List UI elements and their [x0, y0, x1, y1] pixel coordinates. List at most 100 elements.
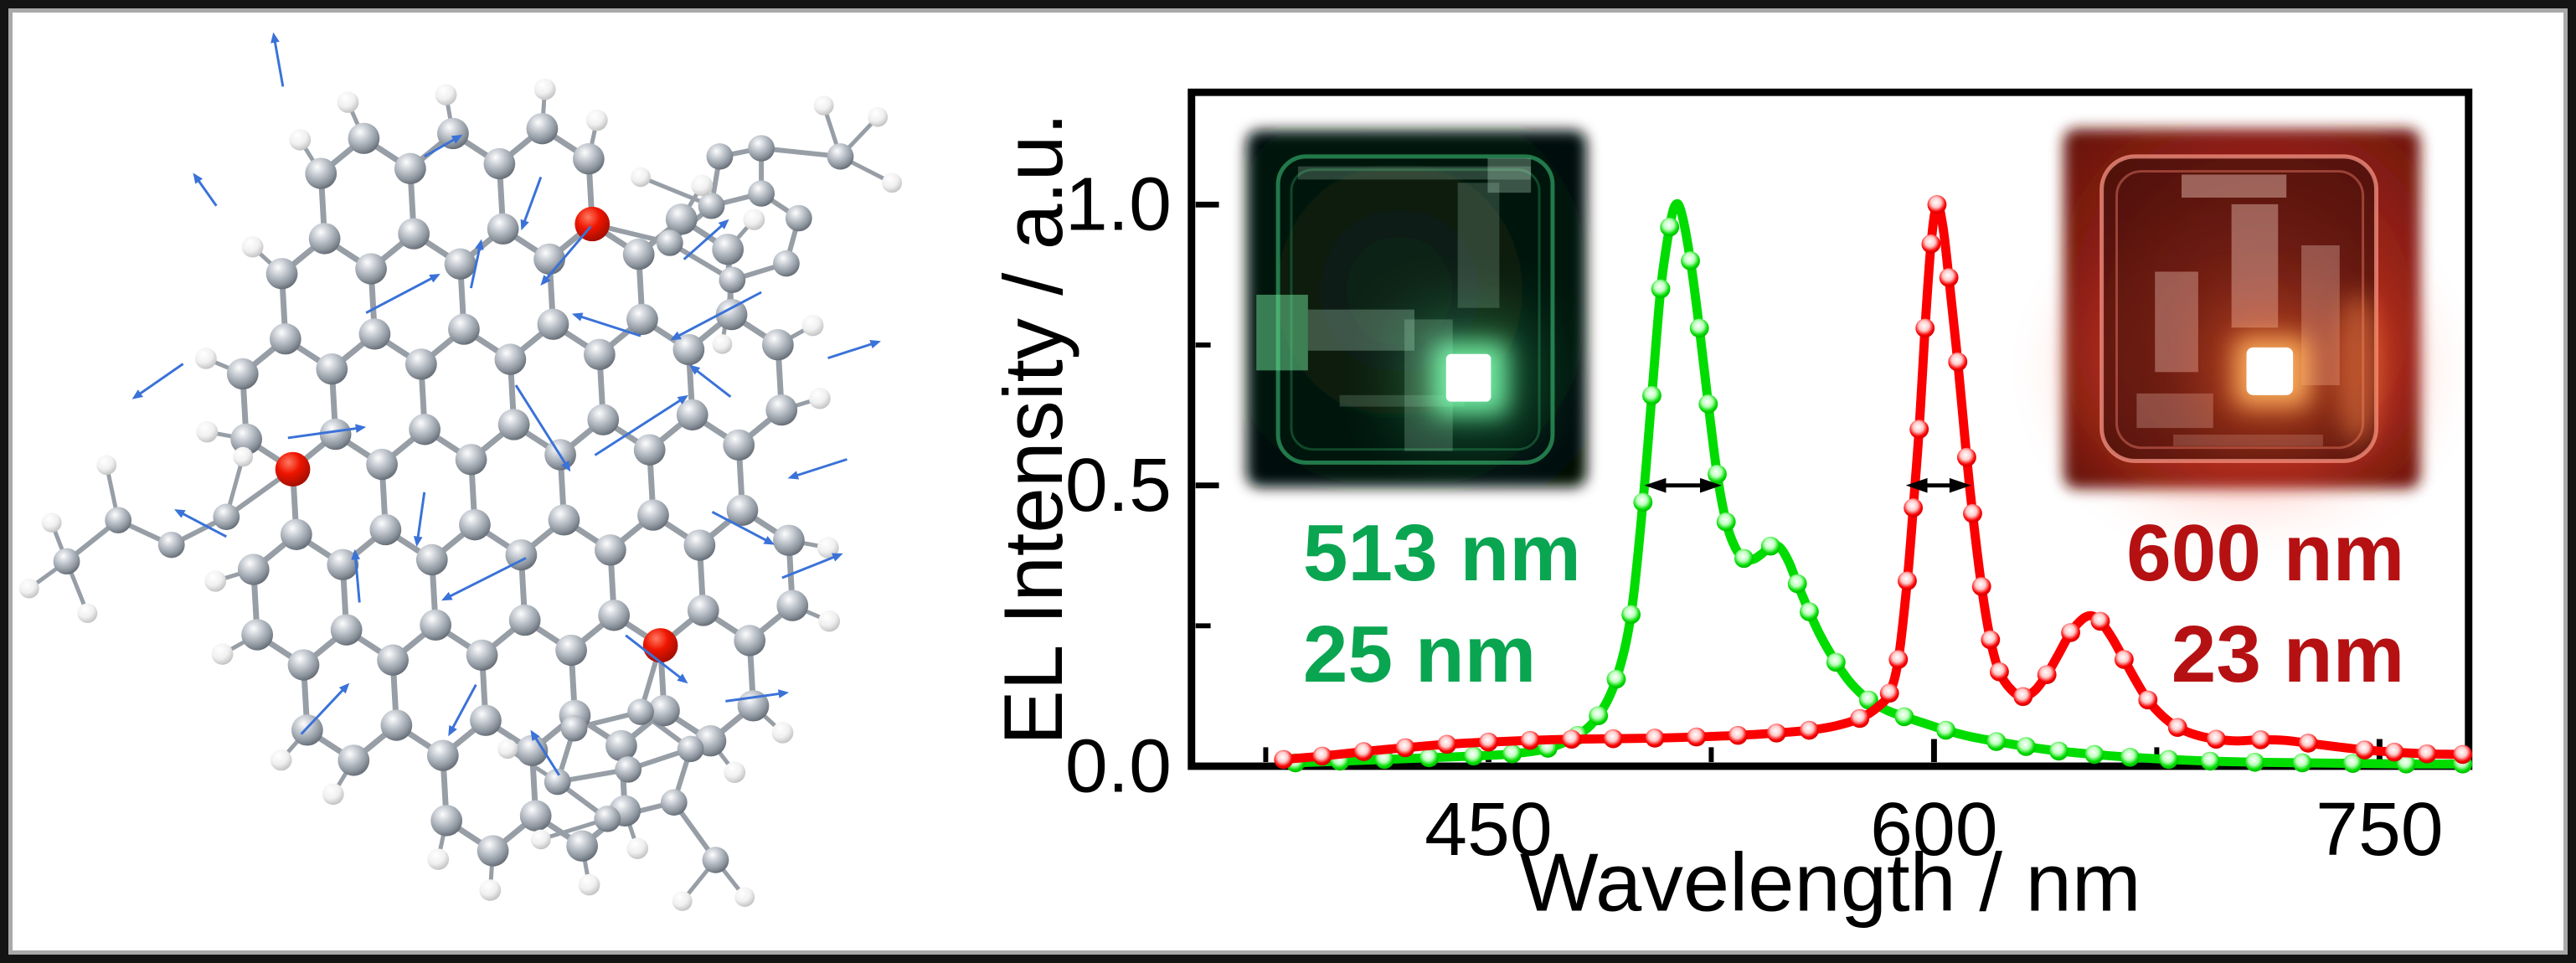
carbon-atom: [605, 729, 637, 762]
carbon-atom: [773, 250, 800, 277]
carbon-atom: [398, 218, 430, 250]
vector-arrow: [180, 511, 227, 538]
carbon-atom: [459, 509, 491, 541]
carbon-atom: [566, 830, 598, 862]
green-data-point-marker: [2200, 751, 2220, 771]
vector-arrow: [711, 511, 769, 543]
green-data-point-marker: [1502, 744, 1522, 764]
hydrogen-atom: [743, 209, 765, 230]
vector-arrow: [523, 176, 543, 224]
carbon-atom: [483, 147, 516, 180]
carbon-atom: [712, 234, 744, 265]
carbon-atom: [765, 394, 798, 426]
red-data-point-marker: [1520, 730, 1540, 750]
vector-arrowhead: [832, 553, 843, 562]
green-fwhm-label: 25 nm: [1303, 610, 1536, 698]
green-data-point-marker: [1760, 536, 1780, 556]
red-data-point-marker: [1395, 738, 1415, 758]
el-spectrum-chart: 450 600 750 0.0 0.5 1.0 EL Intensity / a.u. W…: [987, 88, 2473, 928]
red-data-point-marker: [1888, 650, 1909, 669]
green-data-point-marker: [1800, 602, 1819, 621]
x-tick-label: 750: [2316, 787, 2443, 871]
vector-arrow: [625, 634, 683, 680]
green-data-point-marker: [2245, 752, 2264, 772]
hydrogen-atom: [435, 84, 457, 106]
carbon-atom: [316, 353, 348, 385]
carbon-atom: [748, 180, 775, 207]
red-data-point-marker: [2206, 729, 2226, 749]
red-data-point-marker: [1990, 662, 2009, 682]
carbon-atom: [497, 409, 530, 440]
hydrogen-atom: [41, 512, 62, 533]
red-data-point-marker: [1927, 195, 1947, 214]
vector-arrowhead: [429, 273, 440, 283]
dipole-vectors: [131, 32, 881, 776]
hydrogen-atom: [631, 167, 651, 188]
carbon-atom: [477, 835, 509, 867]
carbon-atom: [584, 338, 616, 370]
carbon-atom: [627, 698, 654, 725]
hydrogen-atom: [530, 829, 551, 850]
carbon-atom: [291, 714, 323, 746]
vector-arrowhead: [869, 340, 881, 349]
carbon-atom: [648, 694, 680, 727]
carbon-atom: [776, 590, 809, 621]
vector-arrow: [365, 276, 435, 314]
red-data-point-marker: [1728, 725, 1748, 745]
hydrogen-atom: [724, 761, 746, 784]
molecule-model: [18, 32, 903, 911]
carbon-atom: [280, 518, 312, 550]
carbon-atom: [448, 313, 480, 345]
carbon-atom: [230, 423, 263, 456]
carbon-atom: [526, 112, 559, 145]
green-data-point-marker: [1606, 669, 1626, 689]
vector-arrowhead: [718, 219, 729, 229]
green-data-point-marker: [1689, 318, 1709, 338]
vector-arrowhead: [787, 471, 800, 480]
vector-arrowhead: [763, 536, 775, 545]
red-data-point-marker: [1971, 577, 1991, 596]
red-data-point-marker: [2251, 730, 2270, 749]
carbon-atom: [505, 538, 538, 571]
vector-arrow: [196, 178, 218, 207]
green-oled-photo-inset: [1246, 130, 1587, 487]
red-data-point-marker: [2114, 650, 2134, 669]
hydrogen-atom: [427, 848, 450, 870]
vector-arrowhead: [677, 673, 688, 684]
carbon-atom: [53, 548, 80, 575]
red-data-point-marker: [1645, 729, 1665, 748]
red-data-point-marker: [2355, 740, 2375, 760]
green-data-point-marker: [1894, 707, 1914, 727]
hydrogen-atom: [868, 106, 889, 127]
carbon-atom: [415, 543, 448, 576]
red-data-point-marker: [2037, 665, 2057, 685]
vector-arrow: [533, 735, 560, 776]
carbon-atom: [241, 619, 274, 651]
green-data-point-marker: [2159, 749, 2179, 770]
vector-arrowhead: [571, 312, 584, 322]
y-axis-title: EL Intensity / a.u.: [987, 112, 1080, 745]
carbon-atom: [105, 507, 132, 533]
carbon-atom: [355, 253, 387, 285]
hydrogen-atom: [882, 173, 903, 193]
carbon-atom: [308, 223, 341, 255]
plot-frame: [1188, 88, 2473, 770]
carbon-atom: [598, 600, 631, 631]
vector-arrow: [273, 39, 285, 87]
green-emitting-pixel: [1445, 353, 1492, 402]
carbon-atom: [305, 157, 337, 189]
green-data-point-marker: [1621, 605, 1641, 625]
vector-arrow: [424, 136, 457, 158]
green-data-point-marker: [1716, 512, 1736, 532]
carbon-atom: [366, 448, 398, 481]
carbon-atom: [348, 122, 380, 154]
vector-arrowhead: [441, 591, 453, 601]
vector-arrow: [578, 314, 641, 337]
green-data-point-marker: [2343, 754, 2362, 773]
green-data-point-marker: [1464, 746, 1484, 766]
hydrogen-atom: [712, 334, 733, 354]
red-data-point-marker: [1904, 498, 1924, 518]
fwhm-arrowhead-right: [1699, 477, 1722, 493]
hydrogen-atom: [691, 174, 714, 197]
carbon-atom: [555, 634, 587, 667]
